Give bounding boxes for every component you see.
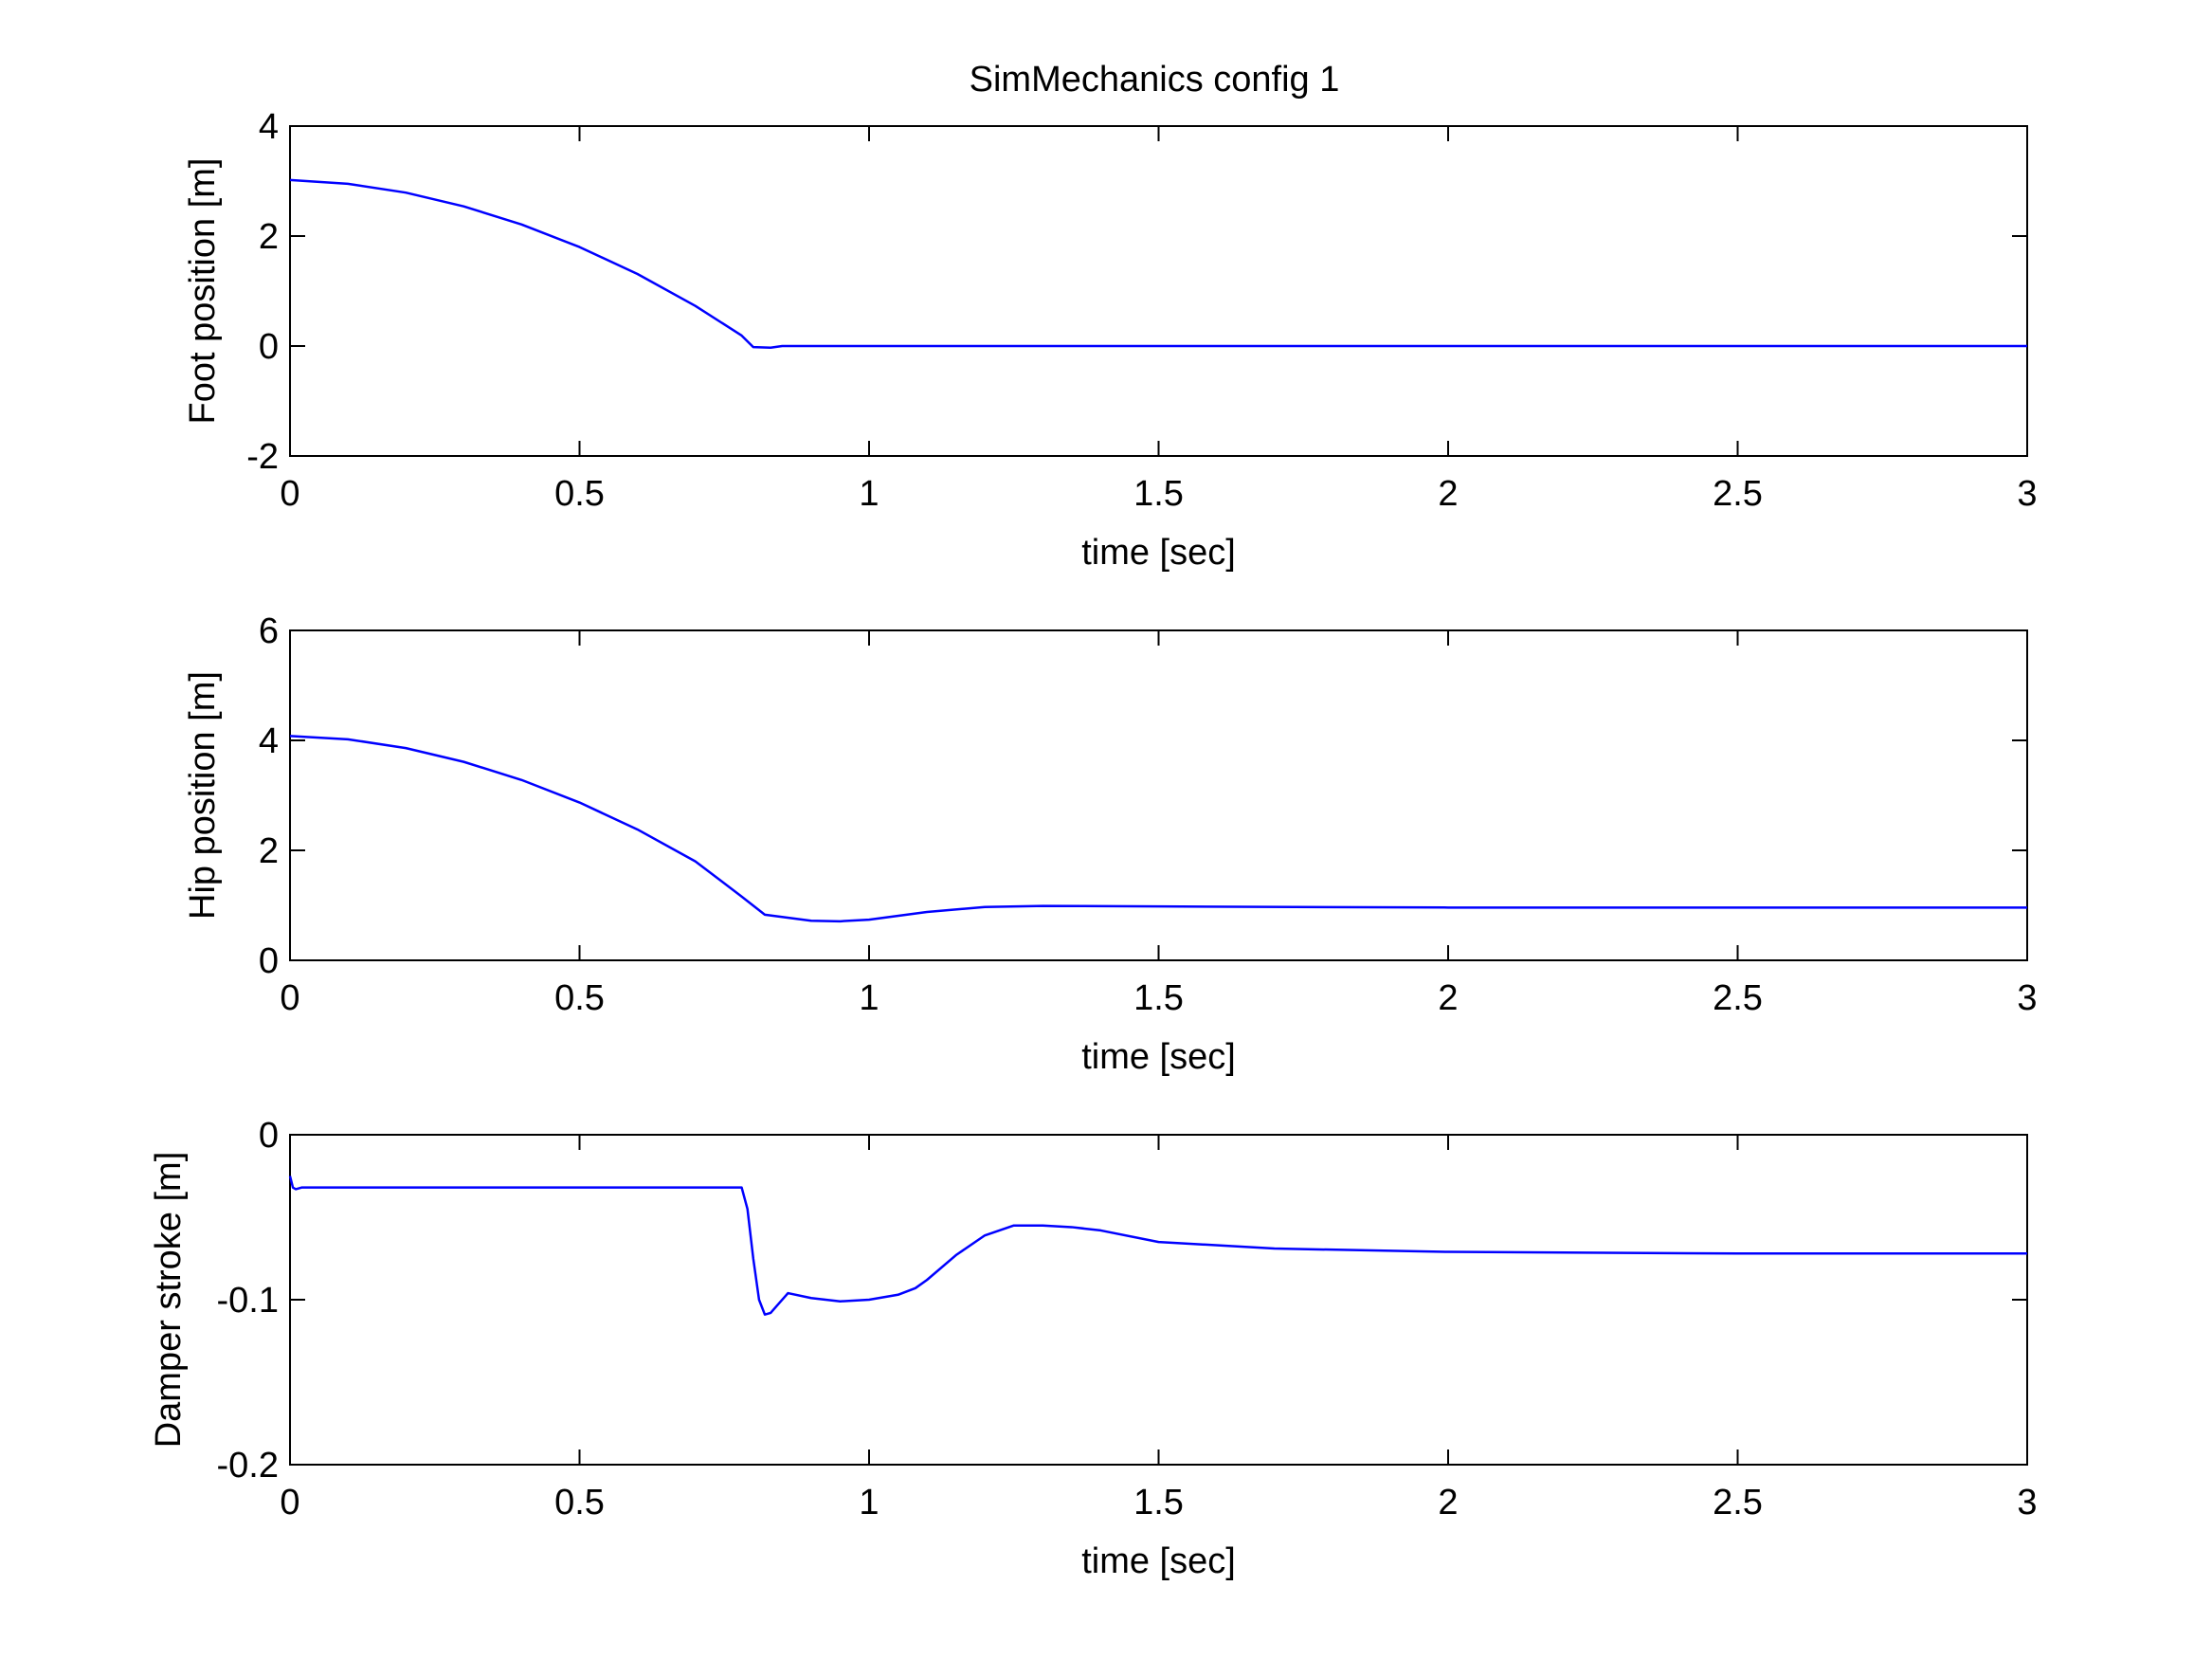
hip-yaxis-label: Hip position [m] bbox=[183, 671, 223, 920]
hip-xtick-label: 2 bbox=[1438, 978, 1458, 1018]
damper-xtick-label: 2.5 bbox=[1713, 1483, 1763, 1522]
foot-xtick-label: 2.5 bbox=[1713, 474, 1763, 514]
foot-ytick-label: 0 bbox=[259, 327, 279, 367]
foot-yaxis-label: Foot position [m] bbox=[183, 158, 223, 425]
foot-ytick-label: 4 bbox=[259, 107, 279, 147]
damper-xtick-label: 1 bbox=[859, 1483, 879, 1522]
foot-axes-frame bbox=[289, 125, 2028, 457]
damper-ytick-label: -0.1 bbox=[217, 1281, 279, 1321]
hip-xtick-label: 3 bbox=[2017, 978, 2037, 1018]
damper-xtick-label: 0.5 bbox=[554, 1483, 605, 1522]
foot-xtick-label: 0 bbox=[280, 474, 299, 514]
foot-series-line bbox=[289, 178, 2027, 349]
damper-xtick-label: 1.5 bbox=[1133, 1483, 1184, 1522]
hip-xtick-label: 2.5 bbox=[1713, 978, 1763, 1018]
damper-stroke-subplot: 0 0.5 1 1.5 2 2.5 3 -0.2 -0.1 0 time [sec] Damper s… bbox=[149, 1116, 2038, 1581]
foot-xtick-label: 3 bbox=[2017, 474, 2037, 514]
hip-ytick-label: 2 bbox=[259, 831, 279, 871]
damper-ytick-label: 0 bbox=[259, 1116, 279, 1156]
damper-axes-frame bbox=[289, 1134, 2028, 1466]
hip-xtick-label: 0 bbox=[280, 978, 299, 1018]
damper-yaxis-label: Damper stroke [m] bbox=[149, 1152, 189, 1449]
damper-xaxis-label: time [sec] bbox=[1081, 1541, 1236, 1581]
hip-xtick-label: 0.5 bbox=[554, 978, 605, 1018]
damper-xtick-label: 3 bbox=[2017, 1483, 2037, 1522]
foot-xaxis-label: time [sec] bbox=[1081, 533, 1236, 573]
hip-xaxis-label: time [sec] bbox=[1081, 1037, 1236, 1077]
hip-ytick-label: 4 bbox=[259, 721, 279, 761]
damper-xtick-label: 2 bbox=[1438, 1483, 1458, 1522]
hip-series-line bbox=[289, 735, 2027, 923]
figure-title: SimMechanics config 1 bbox=[970, 60, 1340, 100]
foot-xtick-label: 2 bbox=[1438, 474, 1458, 514]
foot-xtick-label: 1 bbox=[859, 474, 879, 514]
hip-ytick-label: 6 bbox=[259, 611, 279, 651]
foot-xtick-label: 0.5 bbox=[554, 474, 605, 514]
foot-xtick-label: 1.5 bbox=[1133, 474, 1184, 514]
damper-xtick-label: 0 bbox=[280, 1483, 299, 1522]
hip-position-subplot: 0 0.5 1 1.5 2 2.5 3 0 2 4 6 time [sec] Hip position … bbox=[183, 611, 2038, 1077]
hip-ytick-label: 0 bbox=[259, 941, 279, 981]
hip-xtick-label: 1 bbox=[859, 978, 879, 1018]
hip-xtick-label: 1.5 bbox=[1133, 978, 1184, 1018]
foot-ytick-label: 2 bbox=[259, 217, 279, 257]
hip-axes-frame bbox=[289, 629, 2028, 961]
damper-series-line bbox=[288, 1176, 2027, 1316]
damper-ytick-label: -0.2 bbox=[217, 1446, 279, 1486]
foot-ytick-label: -2 bbox=[246, 437, 279, 477]
